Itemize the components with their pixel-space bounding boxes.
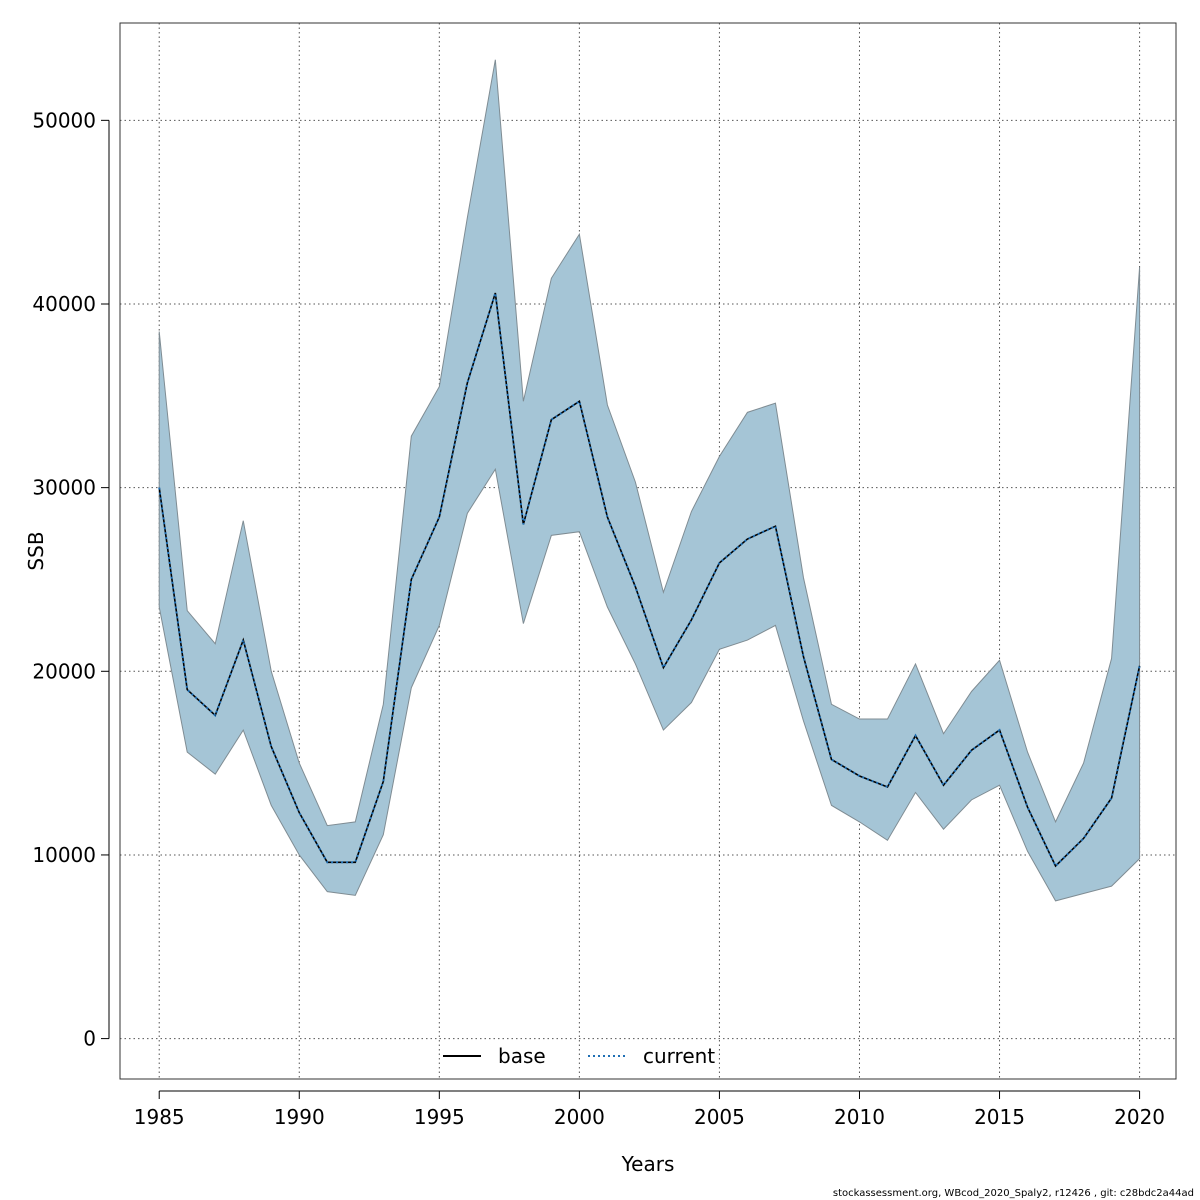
y-tick-label: 30000: [32, 476, 96, 500]
x-tick-label: 1995: [414, 1105, 465, 1129]
legend: base current: [443, 1044, 715, 1068]
legend-label-current: current: [643, 1044, 715, 1068]
x-tick-label: 2020: [1114, 1105, 1165, 1129]
x-tick-label: 2015: [974, 1105, 1025, 1129]
y-axis-title: SSB: [24, 531, 48, 570]
y-tick-label: 10000: [32, 843, 96, 867]
series-line-current: [158, 292, 1141, 868]
x-tick-label: 2010: [834, 1105, 885, 1129]
y-tick-label: 20000: [32, 659, 96, 683]
confidence-band: [158, 59, 1141, 902]
footer-credit: stockassessment.org, WBcod_2020_Spaly2, …: [832, 1188, 1194, 1199]
y-tick-label: 40000: [32, 292, 96, 316]
y-tick-label: 50000: [32, 108, 96, 132]
plot-frame: [119, 22, 1177, 1080]
confidence-band-layer: [158, 59, 1141, 902]
x-tick-label: 1990: [274, 1105, 325, 1129]
axes: 1985 1990 1995 2000 2005 2010 2015 2020 0 10000 20…: [32, 108, 1165, 1129]
x-tick-label: 2005: [694, 1105, 745, 1129]
series-lines-layer: [158, 292, 1141, 868]
x-tick-label: 2000: [554, 1105, 605, 1129]
x-axis-title: Years: [621, 1152, 675, 1176]
legend-label-base: base: [498, 1044, 546, 1068]
x-tick-label: 1985: [134, 1105, 185, 1129]
y-tick-label: 0: [83, 1027, 96, 1051]
